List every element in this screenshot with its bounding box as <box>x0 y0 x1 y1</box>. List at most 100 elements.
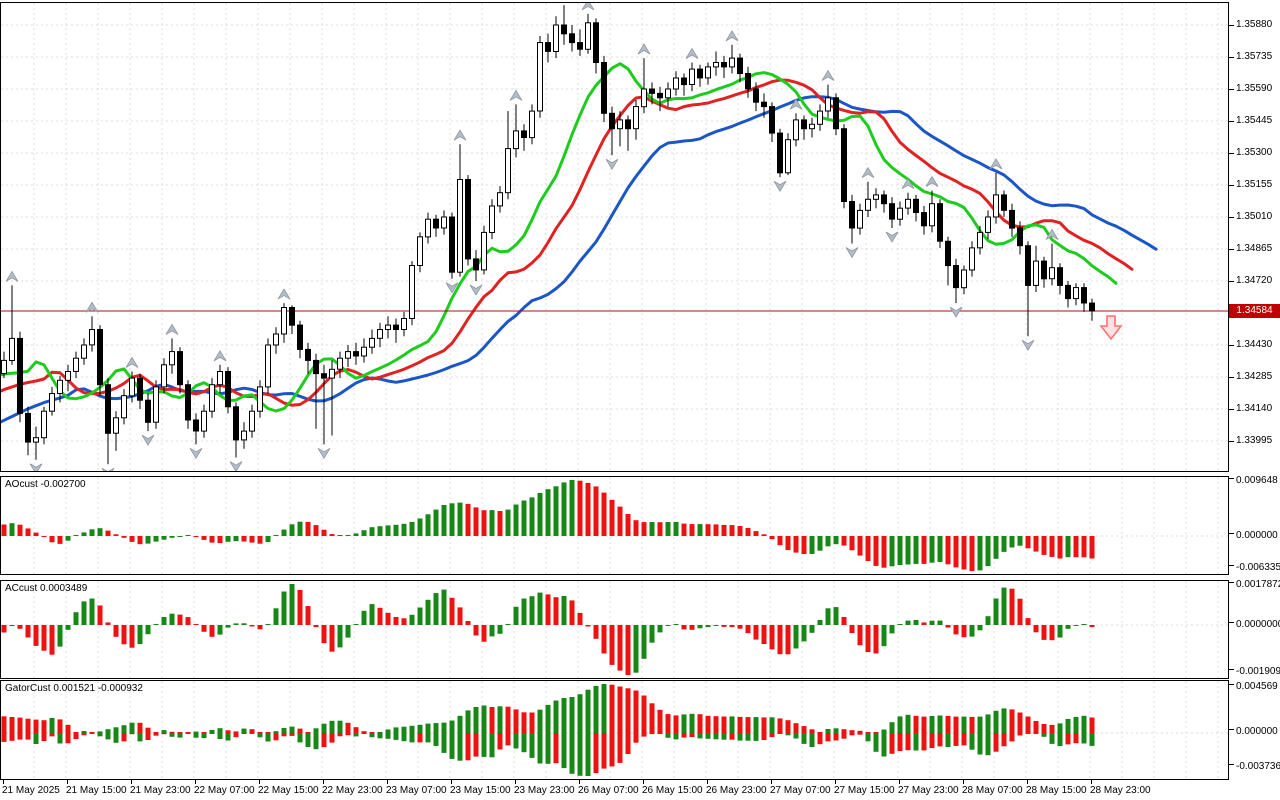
fractal-up-icon <box>725 30 739 42</box>
current-price-tag: 1.34584 <box>1229 304 1280 318</box>
gator-indicator-window[interactable]: GatorCust 0.001521 -0.000932 <box>0 680 1229 780</box>
ao-scale-max: 0.009648 <box>1236 475 1278 486</box>
time-axis-tick <box>643 780 644 784</box>
fractal-down-icon <box>773 180 787 193</box>
price-axis-label: 1.35155 <box>1236 178 1273 190</box>
fractal-down-icon <box>29 463 43 471</box>
main-chart-canvas[interactable] <box>1 3 1228 471</box>
time-axis-tick <box>3 780 4 784</box>
ac-indicator-label: ACcust 0.0003489 <box>5 583 88 594</box>
price-axis-label: 1.33995 <box>1236 434 1273 446</box>
time-axis-label: 22 May 07:00 <box>194 785 255 796</box>
fractal-up-icon <box>165 323 179 335</box>
fractal-up-icon <box>901 177 915 190</box>
fractal-down-icon <box>885 231 899 243</box>
fractal-up-icon <box>85 301 99 313</box>
sell-signal-arrow-icon <box>1099 315 1123 341</box>
ao-indicator-label: AOcust -0.002700 <box>5 479 86 490</box>
price-axis-tick <box>1229 280 1234 282</box>
fractal-down-icon <box>141 434 155 446</box>
time-axis-tick <box>387 780 388 784</box>
main-chart-window[interactable] <box>0 2 1229 472</box>
gator-scale-max: 0.004569 <box>1236 681 1278 692</box>
time-axis-tick <box>515 780 516 784</box>
fractal-up-icon <box>1045 228 1059 240</box>
time-axis-tick <box>451 780 452 784</box>
price-axis-label: 1.35445 <box>1236 114 1273 126</box>
ao-indicator-window[interactable]: AOcust -0.002700 <box>0 476 1229 575</box>
indicator-scale-tick <box>1229 684 1234 685</box>
time-axis-tick <box>259 780 260 784</box>
price-axis-label: 1.34865 <box>1236 242 1273 254</box>
price-axis-tick <box>1229 152 1234 154</box>
time-axis-label: 28 May 23:00 <box>1090 785 1151 796</box>
price-axis-tick <box>1229 440 1234 442</box>
osc-grid <box>1 581 1228 678</box>
indicator-scale-tick <box>1229 622 1234 623</box>
time-axis-tick <box>963 780 964 784</box>
fractal-down-icon <box>949 306 963 318</box>
fractal-down-icon <box>845 247 859 259</box>
fractal-up-icon <box>637 43 651 55</box>
price-axis-tick <box>1229 120 1234 122</box>
indicator-scale-tick <box>1229 729 1234 730</box>
gator-scale-zero: 0.000000 <box>1236 726 1278 737</box>
ao-histogram-canvas[interactable] <box>1 477 1228 574</box>
osc-bars <box>1 584 1095 675</box>
price-axis-label: 1.34430 <box>1236 338 1273 350</box>
fractal-up-icon <box>861 166 875 179</box>
price-axis-tick <box>1229 24 1234 26</box>
gator-scale-min: -0.003736 <box>1236 761 1280 772</box>
time-axis-tick <box>323 780 324 784</box>
time-axis-tick <box>131 780 132 784</box>
time-axis-tick <box>707 780 708 784</box>
gator-histogram-canvas[interactable] <box>1 681 1228 779</box>
price-axis-label: 1.35590 <box>1236 82 1273 94</box>
fractal-up-icon <box>789 98 803 110</box>
price-axis-tick <box>1229 88 1234 90</box>
fractal-down-icon <box>445 282 459 294</box>
ac-scale-zero: 0.0000000 <box>1236 619 1280 630</box>
time-axis-tick <box>67 780 68 784</box>
fractal-down-icon <box>229 461 243 471</box>
candles-layer <box>1 5 1095 465</box>
time-axis-label: 23 May 15:00 <box>450 785 511 796</box>
fractal-down-icon <box>101 467 115 471</box>
fractal-up-icon <box>453 129 467 141</box>
time-axis-label: 21 May 23:00 <box>130 785 191 796</box>
fractal-up-icon <box>277 288 291 300</box>
fractal-down-icon <box>469 284 483 296</box>
time-axis[interactable]: 21 May 2025 21 May 15:00 21 May 23:00 22 Ma… <box>0 780 1229 800</box>
time-axis-tick <box>835 780 836 784</box>
time-axis-label: 21 May 2025 <box>2 785 60 796</box>
time-axis-tick <box>579 780 580 784</box>
fractal-up-icon <box>125 356 139 368</box>
indicator-scale-tick <box>1229 669 1234 670</box>
time-axis-tick <box>1091 780 1092 784</box>
time-axis-label: 22 May 15:00 <box>258 785 319 796</box>
ac-indicator-window[interactable]: ACcust 0.0003489 <box>0 580 1229 679</box>
fractal-up-icon <box>5 270 19 282</box>
fractal-down-icon <box>317 447 331 460</box>
price-axis-label: 1.34285 <box>1236 370 1273 382</box>
fractal-up-icon <box>989 158 1003 170</box>
ao-scale-zero: 0.000000 <box>1236 530 1278 541</box>
time-axis-label: 26 May 07:00 <box>578 785 639 796</box>
ac-histogram-canvas[interactable] <box>1 581 1228 678</box>
fractal-up-icon <box>213 350 227 362</box>
price-axis-label: 1.34720 <box>1236 274 1273 286</box>
time-axis-tick <box>195 780 196 784</box>
gator-indicator-label: GatorCust 0.001521 -0.000932 <box>5 683 143 694</box>
indicator-scale-tick <box>1229 565 1234 566</box>
fractal-down-icon <box>189 447 203 460</box>
price-axis[interactable]: 1.34584 0.009648 0.000000 -0.006335 0.00… <box>1229 0 1280 800</box>
gator-bars <box>1 684 1095 776</box>
price-axis-tick <box>1229 248 1234 250</box>
time-axis-label: 23 May 07:00 <box>386 785 447 796</box>
ao-scale-min: -0.006335 <box>1236 562 1280 573</box>
price-axis-tick <box>1229 376 1234 378</box>
osc-bars <box>1 480 1095 571</box>
price-axis-tick <box>1229 56 1234 58</box>
price-axis-label: 1.35880 <box>1236 18 1273 30</box>
